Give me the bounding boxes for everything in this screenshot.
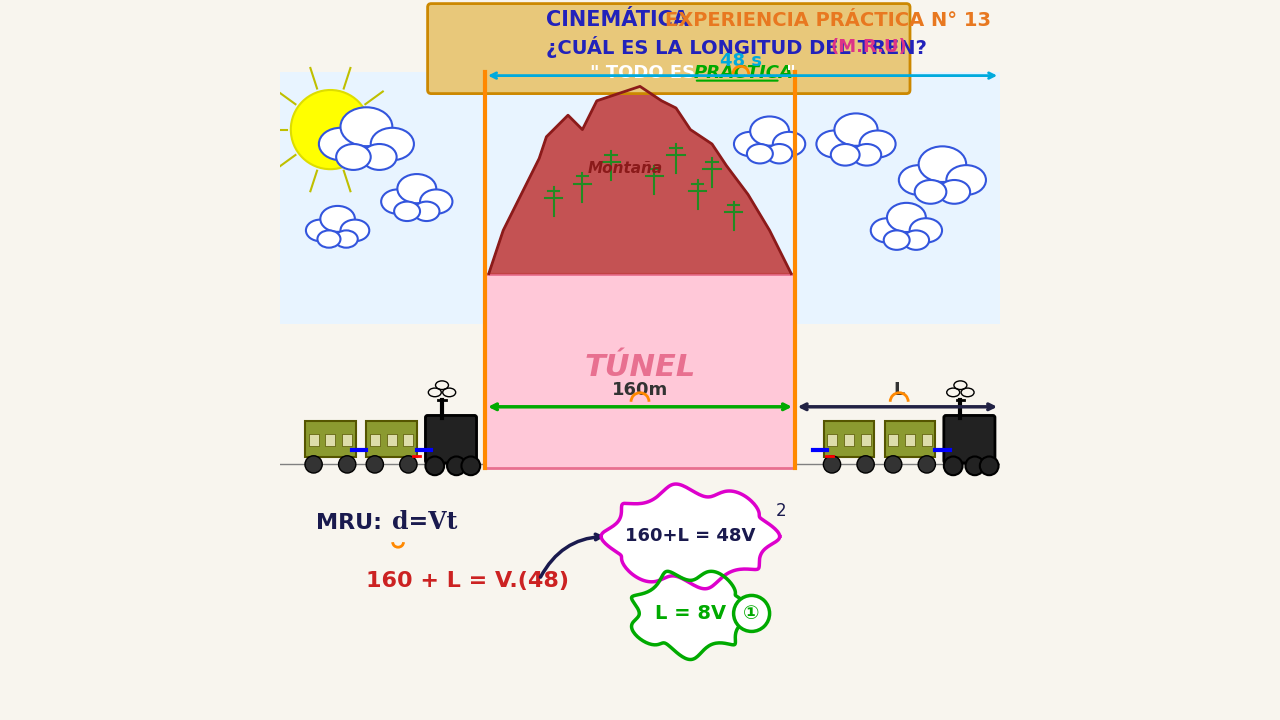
Ellipse shape: [887, 203, 925, 232]
Text: L = 8V: L = 8V: [655, 604, 726, 623]
Ellipse shape: [870, 218, 904, 243]
Bar: [905, 433, 915, 446]
Ellipse shape: [946, 165, 986, 195]
Text: 48 s: 48 s: [719, 53, 762, 71]
Bar: [325, 433, 335, 446]
FancyBboxPatch shape: [428, 4, 910, 94]
Text: 160 + L = V.(48): 160 + L = V.(48): [366, 571, 570, 591]
Bar: [884, 421, 936, 457]
Bar: [844, 433, 854, 446]
Ellipse shape: [420, 189, 452, 214]
Circle shape: [943, 456, 963, 475]
Bar: [860, 433, 870, 446]
Text: MRU:: MRU:: [316, 513, 381, 534]
Ellipse shape: [340, 107, 393, 146]
Text: ": ": [781, 65, 796, 83]
Circle shape: [366, 456, 384, 473]
Ellipse shape: [773, 132, 805, 156]
Text: TÚNEL: TÚNEL: [585, 353, 695, 382]
Bar: [308, 433, 319, 446]
Ellipse shape: [306, 220, 335, 241]
Ellipse shape: [919, 146, 966, 182]
Circle shape: [425, 456, 444, 475]
Text: (M.R.U): (M.R.U): [831, 38, 908, 56]
Circle shape: [858, 456, 874, 473]
Ellipse shape: [733, 132, 767, 156]
Ellipse shape: [413, 202, 439, 221]
Ellipse shape: [938, 180, 970, 204]
Ellipse shape: [394, 202, 420, 221]
Text: Montaña: Montaña: [588, 161, 663, 176]
Circle shape: [462, 456, 480, 475]
Text: " TODO ES: " TODO ES: [590, 65, 701, 83]
Ellipse shape: [335, 230, 358, 248]
Text: 2: 2: [776, 502, 786, 520]
Text: CINEMÁTICA: CINEMÁTICA: [547, 10, 696, 30]
Ellipse shape: [319, 128, 362, 161]
Ellipse shape: [750, 117, 788, 145]
Circle shape: [447, 456, 466, 475]
Bar: [823, 421, 874, 457]
Bar: [280, 72, 1000, 324]
Bar: [342, 433, 352, 446]
Bar: [403, 433, 413, 446]
Ellipse shape: [337, 144, 371, 170]
Ellipse shape: [915, 180, 946, 204]
FancyBboxPatch shape: [425, 415, 476, 463]
Text: 160+L = 48V: 160+L = 48V: [625, 527, 755, 546]
Polygon shape: [631, 572, 754, 660]
Polygon shape: [602, 484, 780, 589]
Circle shape: [884, 456, 902, 473]
Bar: [370, 433, 380, 446]
Circle shape: [399, 456, 417, 473]
Ellipse shape: [835, 113, 878, 145]
Ellipse shape: [317, 230, 340, 248]
Ellipse shape: [817, 130, 852, 158]
Bar: [888, 433, 899, 446]
Bar: [485, 274, 795, 468]
Ellipse shape: [860, 130, 896, 158]
Text: PRÁCTICA: PRÁCTICA: [694, 65, 794, 83]
Ellipse shape: [397, 174, 436, 203]
Bar: [827, 433, 837, 446]
FancyBboxPatch shape: [943, 415, 995, 463]
Circle shape: [733, 595, 769, 631]
Circle shape: [823, 456, 841, 473]
Polygon shape: [489, 86, 791, 274]
Ellipse shape: [852, 144, 881, 166]
Ellipse shape: [362, 144, 397, 170]
Ellipse shape: [831, 144, 860, 166]
Bar: [366, 421, 417, 457]
Bar: [387, 433, 397, 446]
Ellipse shape: [904, 230, 929, 250]
Text: ①: ①: [744, 604, 760, 623]
Circle shape: [918, 456, 936, 473]
Bar: [305, 421, 356, 457]
Ellipse shape: [320, 206, 355, 232]
Circle shape: [305, 456, 323, 473]
Ellipse shape: [883, 230, 910, 250]
Ellipse shape: [910, 218, 942, 243]
Text: L: L: [893, 381, 905, 399]
Circle shape: [339, 456, 356, 473]
Ellipse shape: [748, 144, 773, 163]
Circle shape: [980, 456, 998, 475]
Text: EXPERIENCIA PRÁCTICA N° 13: EXPERIENCIA PRÁCTICA N° 13: [666, 11, 991, 30]
Bar: [922, 433, 932, 446]
Ellipse shape: [371, 128, 413, 161]
Circle shape: [965, 456, 984, 475]
Ellipse shape: [340, 220, 370, 241]
Ellipse shape: [899, 165, 938, 195]
Text: ¿CUÁL ES LA LONGITUD DEL TREN?: ¿CUÁL ES LA LONGITUD DEL TREN?: [547, 36, 934, 58]
Text: d=Vt: d=Vt: [392, 510, 457, 534]
Circle shape: [291, 90, 370, 169]
Ellipse shape: [381, 189, 413, 214]
Ellipse shape: [767, 144, 792, 163]
Text: 160m: 160m: [612, 381, 668, 399]
